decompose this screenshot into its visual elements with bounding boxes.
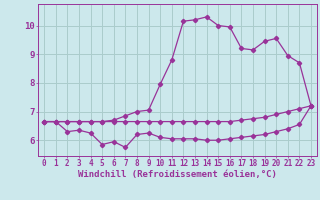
- X-axis label: Windchill (Refroidissement éolien,°C): Windchill (Refroidissement éolien,°C): [78, 170, 277, 179]
